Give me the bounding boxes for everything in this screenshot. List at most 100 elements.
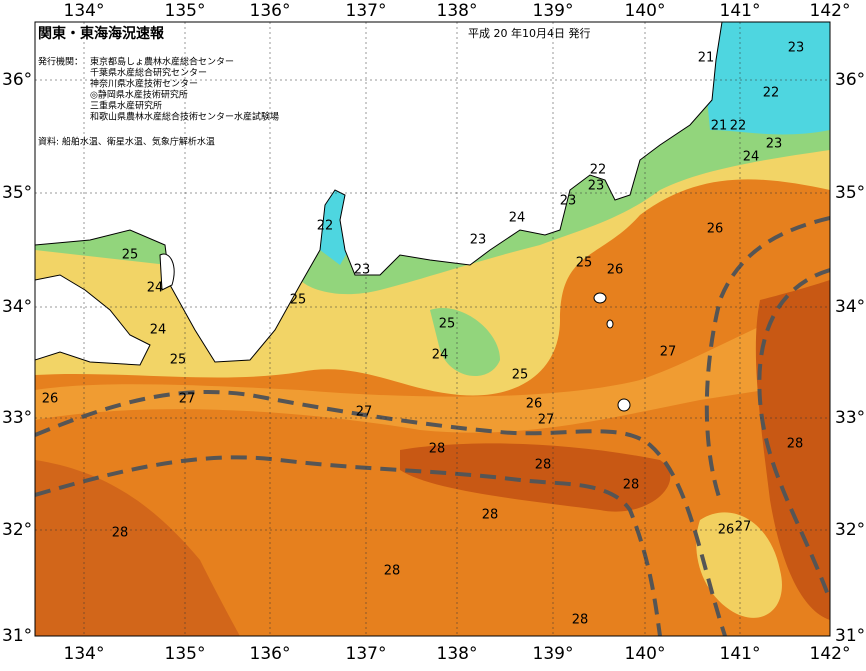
contour-label: 28 (572, 613, 589, 628)
lon-label-top: 134° (64, 1, 105, 21)
lon-label-bottom: 142° (810, 644, 851, 664)
island (606, 319, 614, 329)
contour-label: 22 (730, 119, 747, 134)
contour-label: 24 (743, 150, 760, 165)
lat-label-right: 36° (835, 70, 865, 90)
kuroshio-line (35, 455, 662, 636)
contour-label: 21 (698, 51, 715, 66)
lat-label-right: 32° (835, 520, 865, 540)
lat-label-left: 34° (2, 297, 32, 317)
island (617, 398, 631, 412)
contour-label: 24 (147, 281, 164, 296)
issuer: ◎静岡県水産技術研究所 (90, 89, 188, 101)
kuroshio-line (757, 268, 830, 601)
contour-label: 28 (535, 458, 552, 473)
contour-label: 28 (384, 564, 401, 579)
source: 資料: 船舶水温、衛星水温、気象庁解析水温 (38, 136, 215, 148)
kuroshio-line (35, 389, 727, 636)
lon-label-top: 140° (625, 1, 666, 21)
graticule (35, 22, 830, 636)
contour-label: 27 (660, 345, 677, 360)
sea-warm-core (400, 443, 671, 512)
issuers-label: 発行機関： (38, 56, 83, 68)
contour-label: 22 (317, 219, 334, 234)
contour-label: 27 (538, 413, 555, 428)
lat-label-right: 34° (835, 297, 865, 317)
land-honshu (35, 22, 723, 363)
contour-label: 23 (788, 41, 805, 56)
lat-label-left: 36° (2, 70, 32, 90)
sea-warm-band (35, 300, 830, 433)
contour-label: 28 (112, 526, 129, 541)
lon-label-bottom: 137° (346, 644, 387, 664)
lon-label-top: 142° (810, 1, 851, 21)
lon-label-top: 136° (250, 1, 291, 21)
kuroshio-line (704, 216, 830, 501)
issuer: 神奈川県水産技術センター (90, 78, 198, 90)
lat-label-right: 31° (835, 626, 865, 646)
lat-label-right: 35° (835, 183, 865, 203)
lon-label-bottom: 141° (720, 644, 761, 664)
contour-label: 23 (560, 194, 577, 209)
contour-label: 27 (735, 520, 752, 535)
lon-label-bottom: 134° (64, 644, 105, 664)
coastal-cool (430, 308, 500, 377)
contour-label: 26 (718, 523, 735, 538)
lon-label-top: 138° (437, 1, 478, 21)
lon-label-bottom: 138° (437, 644, 478, 664)
lat-label-left: 31° (2, 626, 32, 646)
contour-label: 26 (707, 222, 724, 237)
contour-label: 22 (590, 163, 607, 178)
map-frame (34, 21, 831, 637)
map-area (35, 22, 830, 636)
coastal-cold (700, 22, 830, 135)
contour-label: 25 (512, 368, 529, 383)
contour-label: 26 (42, 392, 59, 407)
lon-label-bottom: 139° (533, 644, 574, 664)
contour-label: 24 (432, 348, 449, 363)
contour-label: 23 (470, 233, 487, 248)
issuer: 三重県水産研究所 (90, 100, 162, 112)
issue-date: 平成 20 年10月4日 発行 (468, 26, 590, 40)
contour-label: 23 (354, 263, 371, 278)
contour-label: 26 (607, 263, 624, 278)
contour-label: 27 (179, 392, 196, 407)
land-shikoku (35, 274, 151, 366)
lon-label-top: 139° (533, 1, 574, 21)
contour-label: 25 (290, 293, 307, 308)
contour-label: 28 (482, 508, 499, 523)
lat-label-left: 35° (2, 183, 32, 203)
lat-label-right: 33° (835, 408, 865, 428)
issuer: 千葉県水産総合研究センター (90, 67, 207, 79)
issuer: 和歌山県農林水産総合技術センター水産試験場 (90, 111, 279, 123)
contour-label: 26 (526, 397, 543, 412)
kuroshio-lines (35, 216, 830, 636)
contour-label: 25 (170, 353, 187, 368)
contour-label: 23 (588, 179, 605, 194)
land-awaji (159, 253, 175, 291)
issuer: 東京都島しょ農林水産総合センター (90, 56, 234, 68)
contour-label: 27 (356, 405, 373, 420)
lon-label-top: 137° (346, 1, 387, 21)
contour-label: 28 (623, 478, 640, 493)
lon-label-top: 135° (165, 1, 206, 21)
contour-label: 24 (150, 323, 167, 338)
island (593, 292, 607, 304)
contour-label: 25 (576, 256, 593, 271)
sea-warm-core (755, 280, 830, 620)
contour-label: 22 (763, 86, 780, 101)
contour-label: 28 (429, 442, 446, 457)
cool-eddy (696, 512, 782, 618)
contour-label: 24 (509, 211, 526, 226)
contour-label: 21 (711, 119, 728, 134)
title: 関東・東海海況速報 (38, 25, 165, 42)
lon-label-top: 141° (720, 1, 761, 21)
lon-label-bottom: 136° (250, 644, 291, 664)
sea-warm-core (35, 460, 240, 636)
lon-label-bottom: 140° (625, 644, 666, 664)
lat-label-left: 33° (2, 408, 32, 428)
contour-label: 25 (439, 317, 456, 332)
lat-label-left: 32° (2, 520, 32, 540)
lon-label-bottom: 135° (165, 644, 206, 664)
